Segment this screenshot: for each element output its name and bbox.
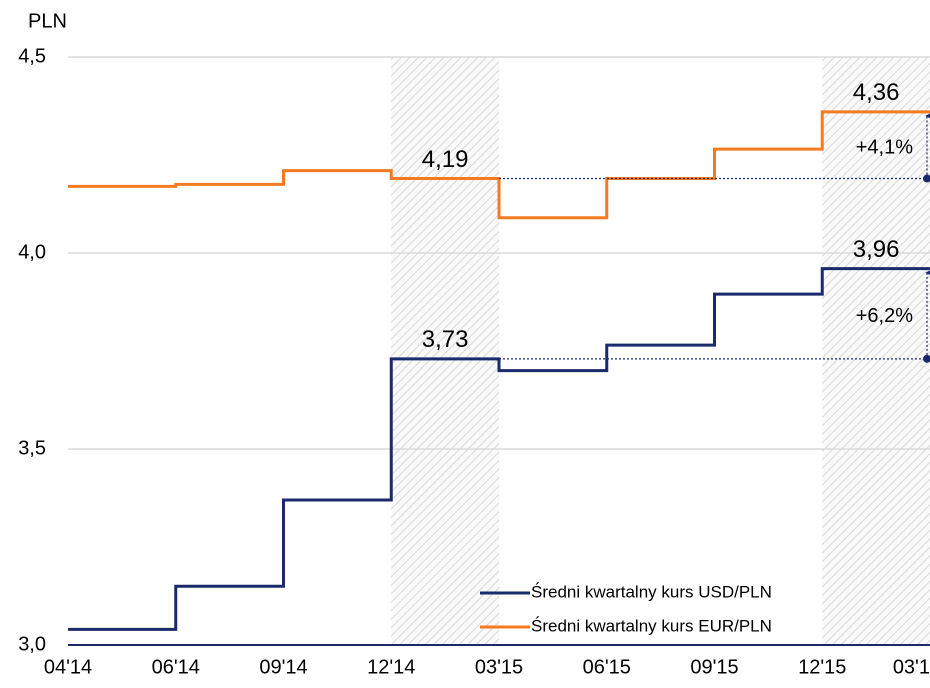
x-tick-label: 06'14 bbox=[152, 656, 200, 678]
x-tick-label: 12'15 bbox=[798, 656, 846, 678]
change-label: +6,2% bbox=[856, 305, 913, 327]
value-label: 3,73 bbox=[422, 326, 469, 353]
shaded-band bbox=[391, 57, 499, 645]
shaded-band bbox=[822, 57, 930, 645]
x-tick-label: 03'15 bbox=[475, 656, 523, 678]
value-label: 3,96 bbox=[853, 236, 900, 263]
x-tick-label: 09'14 bbox=[259, 656, 307, 678]
legend-label: Średni kwartalny kurs EUR/PLN bbox=[531, 616, 772, 635]
y-tick-label: 3,0 bbox=[18, 633, 46, 655]
value-label: 4,19 bbox=[422, 146, 469, 173]
y-tick-label: 4,0 bbox=[18, 241, 46, 263]
y-unit: PLN bbox=[28, 10, 67, 32]
x-tick-label: 12'14 bbox=[367, 656, 415, 678]
x-tick-label: 09'15 bbox=[690, 656, 738, 678]
x-tick-label: 03'1 bbox=[893, 656, 930, 678]
change-label: +4,1% bbox=[856, 136, 913, 158]
x-tick-label: 06'15 bbox=[583, 656, 631, 678]
x-tick-label: 04'14 bbox=[44, 656, 92, 678]
y-tick-label: 4,5 bbox=[18, 45, 46, 67]
value-label: 4,36 bbox=[853, 79, 900, 106]
y-tick-label: 3,5 bbox=[18, 437, 46, 459]
step-line bbox=[68, 110, 930, 220]
step-line bbox=[68, 267, 930, 631]
legend-label: Średni kwartalny kurs USD/PLN bbox=[531, 582, 772, 601]
